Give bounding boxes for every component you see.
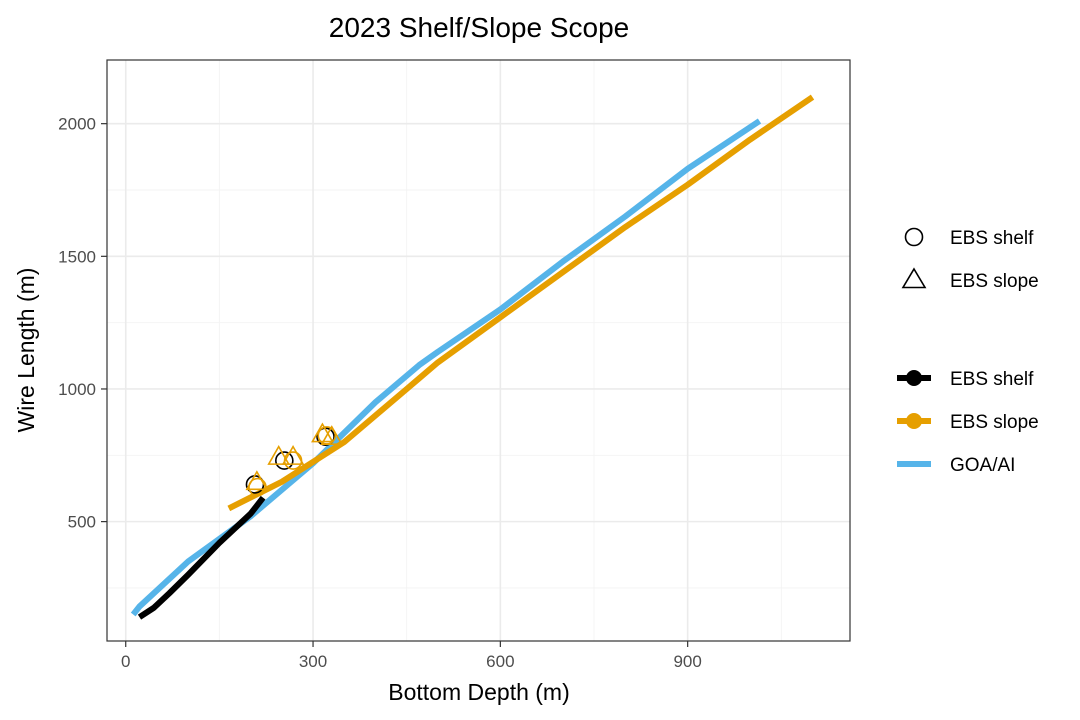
data-point: [245, 470, 269, 491]
data-point: [275, 451, 294, 470]
y-tick-label: 500: [68, 513, 96, 532]
legend-label: EBS slope: [950, 271, 1039, 292]
y-tick-label: 1500: [58, 247, 96, 266]
y-axis-title: Wire Length (m): [13, 268, 39, 433]
y-tick-label: 2000: [58, 115, 96, 134]
series-line: [227, 94, 815, 512]
x-tick-label: 300: [299, 652, 327, 671]
legend-label: GOA/AI: [950, 455, 1015, 476]
data-point: [281, 445, 305, 465]
legend-dot-icon: [906, 413, 922, 429]
y-axis: 500 1000 1500 2000: [58, 115, 107, 532]
legend-dot-icon: [906, 370, 922, 386]
data-point: [267, 445, 291, 465]
legend-circle-icon: [904, 227, 924, 247]
legend-triangle-icon: [901, 267, 927, 289]
y-tick-label: 1000: [58, 380, 96, 399]
x-tick-label: 0: [121, 652, 130, 671]
series-points: [245, 422, 344, 497]
data-point: [320, 425, 344, 446]
x-axis-title: Bottom Depth (m): [388, 679, 570, 705]
x-axis: 0 300 600 900: [121, 641, 702, 671]
legend: EBS shelf EBS slope EBS shelf EBS slope GOA/…: [897, 227, 1039, 476]
chart-title: 2023 Shelf/Slope Scope: [329, 12, 629, 43]
x-tick-label: 600: [486, 652, 514, 671]
legend-label: EBS shelf: [950, 369, 1034, 390]
plot-panel-border: [106, 59, 851, 642]
x-tick-label: 900: [673, 652, 701, 671]
series-line: [137, 495, 266, 620]
legend-label: EBS slope: [950, 412, 1039, 433]
series-lines: [130, 94, 815, 620]
grid: [107, 60, 850, 641]
legend-label: EBS shelf: [950, 228, 1034, 249]
series-line: [130, 118, 762, 617]
